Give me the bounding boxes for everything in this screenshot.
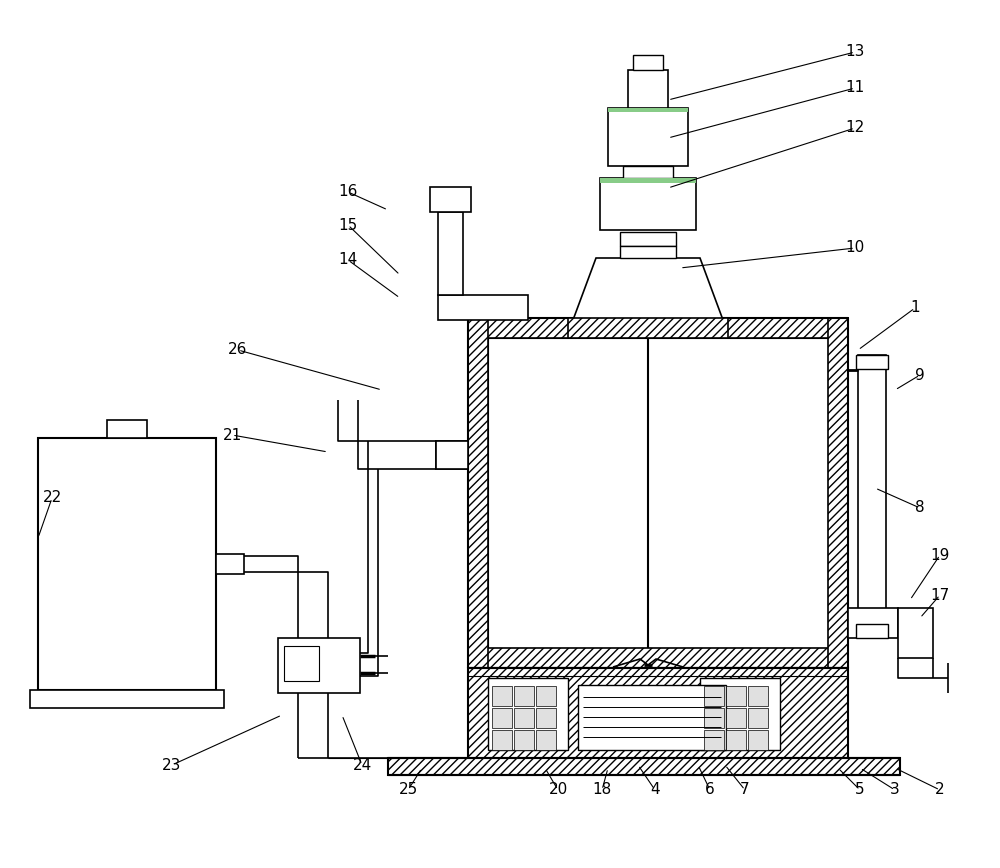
Text: 17: 17 <box>930 588 950 602</box>
Bar <box>107 420 147 438</box>
Bar <box>748 730 768 750</box>
Bar <box>620 232 676 246</box>
Text: 4: 4 <box>650 782 660 798</box>
Bar <box>468 318 488 668</box>
Bar <box>700 678 780 750</box>
Bar <box>284 646 319 681</box>
Bar <box>536 686 556 706</box>
Bar <box>848 608 898 638</box>
Text: 1: 1 <box>910 300 920 315</box>
Text: 11: 11 <box>845 81 865 95</box>
Bar <box>623 166 673 178</box>
Bar <box>628 70 668 108</box>
Polygon shape <box>573 258 723 320</box>
Bar <box>536 730 556 750</box>
Bar <box>856 624 888 638</box>
Bar <box>492 686 512 706</box>
Bar <box>438 212 463 295</box>
Text: 2: 2 <box>935 782 945 798</box>
Bar <box>704 730 724 750</box>
Text: 3: 3 <box>890 782 900 798</box>
Text: 20: 20 <box>548 782 568 798</box>
Bar <box>704 686 724 706</box>
Bar <box>858 355 886 638</box>
Bar <box>633 55 663 70</box>
Text: 19: 19 <box>930 548 950 562</box>
Text: 10: 10 <box>845 240 865 255</box>
Bar <box>492 730 512 750</box>
Bar <box>600 178 696 230</box>
Bar <box>438 295 528 320</box>
Text: 24: 24 <box>352 758 372 773</box>
Bar <box>856 355 888 369</box>
Text: 8: 8 <box>915 501 925 516</box>
Bar <box>514 730 534 750</box>
Bar <box>436 441 468 469</box>
Text: 22: 22 <box>42 490 62 505</box>
Bar <box>38 438 216 690</box>
Bar <box>436 441 468 469</box>
Text: 26: 26 <box>228 343 248 358</box>
Text: 12: 12 <box>845 121 865 135</box>
Bar <box>704 708 724 728</box>
Bar <box>748 708 768 728</box>
Text: 15: 15 <box>338 218 358 233</box>
Bar <box>608 108 688 112</box>
Bar <box>726 730 746 750</box>
Bar <box>608 108 688 166</box>
Text: 16: 16 <box>338 185 358 200</box>
Bar <box>488 338 828 648</box>
Text: 25: 25 <box>398 782 418 798</box>
Text: 18: 18 <box>592 782 612 798</box>
Bar <box>430 187 471 212</box>
Bar <box>578 685 726 750</box>
Text: 9: 9 <box>915 367 925 383</box>
Bar <box>568 318 728 338</box>
Bar <box>726 708 746 728</box>
Bar <box>216 554 244 574</box>
Text: 5: 5 <box>855 782 865 798</box>
Bar <box>468 648 848 668</box>
Bar <box>898 608 933 658</box>
Text: 21: 21 <box>222 428 242 443</box>
Bar <box>488 678 568 750</box>
Text: 7: 7 <box>740 782 750 798</box>
Bar <box>620 246 676 258</box>
Bar <box>828 318 848 668</box>
Bar <box>468 318 848 338</box>
Bar <box>492 708 512 728</box>
Bar <box>600 178 696 183</box>
Bar <box>514 686 534 706</box>
Bar <box>748 686 768 706</box>
Bar <box>278 638 360 693</box>
Bar <box>468 668 848 760</box>
Bar <box>514 708 534 728</box>
Text: 23: 23 <box>162 758 182 773</box>
Text: 6: 6 <box>705 782 715 798</box>
Bar <box>388 758 900 775</box>
Bar <box>536 708 556 728</box>
Bar <box>30 690 224 708</box>
Text: 14: 14 <box>338 253 358 267</box>
Text: 13: 13 <box>845 44 865 60</box>
Bar <box>726 686 746 706</box>
